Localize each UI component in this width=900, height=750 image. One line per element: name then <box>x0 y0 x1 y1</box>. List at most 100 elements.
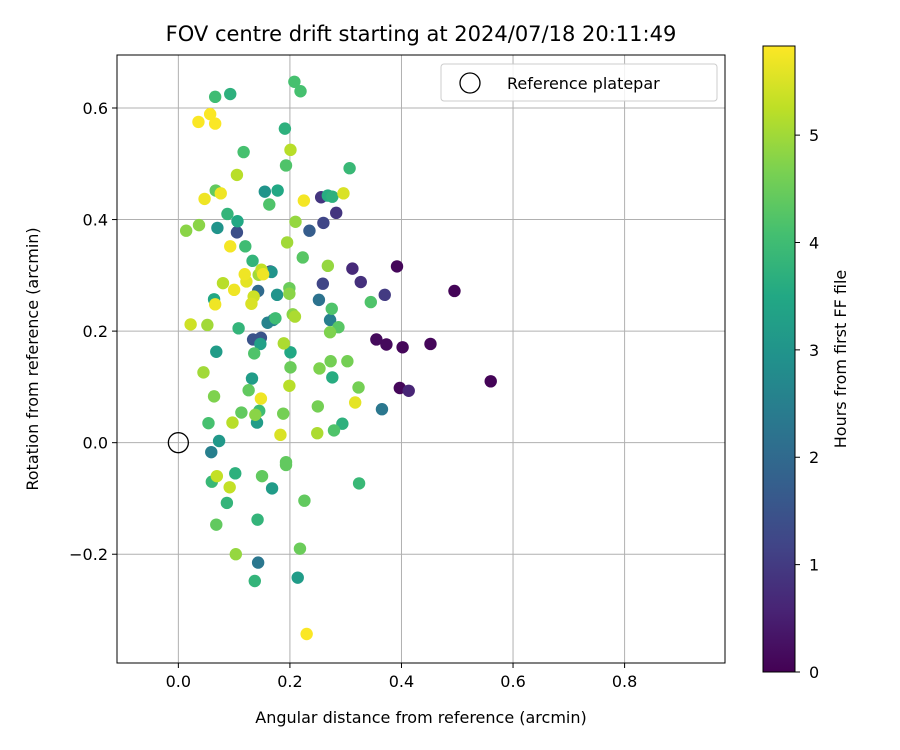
data-point <box>346 262 359 275</box>
data-point <box>212 434 226 448</box>
scatter-points <box>179 75 497 641</box>
data-point <box>375 403 389 416</box>
data-point <box>337 187 350 200</box>
data-point <box>390 260 404 273</box>
data-point <box>210 469 224 483</box>
x-tick-label: 0.8 <box>612 672 637 691</box>
y-tick-label: −0.2 <box>69 545 108 564</box>
colorbar <box>762 45 796 673</box>
x-tick-label: 0.2 <box>277 672 302 691</box>
chart-title: FOV centre drift starting at 2024/07/18 … <box>166 22 677 46</box>
data-point <box>284 346 297 359</box>
data-point <box>231 215 244 228</box>
data-point <box>242 384 255 397</box>
data-point <box>352 477 366 490</box>
data-point <box>207 390 221 403</box>
data-point <box>238 268 251 281</box>
legend-reference-marker <box>459 72 481 94</box>
data-point <box>283 287 296 300</box>
data-point <box>326 371 339 384</box>
data-point <box>294 85 307 98</box>
colorbar-label: Hours from first FF file <box>831 270 850 449</box>
data-point <box>210 518 223 531</box>
data-point <box>284 143 297 157</box>
reference-platepar-marker <box>167 432 190 454</box>
data-point <box>254 337 267 351</box>
data-point <box>271 184 284 197</box>
legend: Reference platepar <box>440 63 718 102</box>
data-point <box>448 284 461 298</box>
data-point <box>311 426 324 440</box>
data-point <box>289 215 302 228</box>
data-point <box>378 288 391 302</box>
data-point <box>202 416 215 430</box>
data-point <box>251 513 264 526</box>
data-point <box>248 574 261 588</box>
data-point <box>263 198 276 211</box>
colorbar-tick-label: 4 <box>809 233 819 252</box>
data-point <box>343 162 356 175</box>
data-point <box>214 187 227 200</box>
data-point <box>296 251 309 264</box>
data-point <box>237 145 250 159</box>
data-point <box>192 218 206 232</box>
x-axis-label: Angular distance from reference (arcmin) <box>255 708 586 727</box>
data-point <box>232 322 245 335</box>
y-tick-label: 0.0 <box>83 434 108 453</box>
data-point <box>327 424 341 437</box>
data-point <box>321 259 335 273</box>
data-point <box>325 302 338 315</box>
data-point <box>208 298 222 311</box>
data-point <box>317 216 330 230</box>
data-point <box>279 458 293 472</box>
data-point <box>297 194 311 207</box>
data-point <box>274 428 287 442</box>
y-axis-label: Rotation from reference (arcmin) <box>23 227 42 490</box>
data-point <box>245 372 259 385</box>
data-point <box>348 396 362 409</box>
data-point <box>278 122 292 135</box>
data-point <box>280 236 294 249</box>
data-point <box>270 288 284 302</box>
data-point <box>352 381 365 394</box>
data-point <box>184 318 197 331</box>
data-point <box>229 467 242 480</box>
colorbar-tick-label: 5 <box>809 126 819 145</box>
data-point <box>316 277 330 290</box>
x-tick-label: 0.4 <box>389 672 414 691</box>
data-point <box>277 407 290 420</box>
data-point <box>380 338 393 351</box>
data-point <box>205 445 218 459</box>
data-point <box>235 406 248 419</box>
data-point <box>283 379 296 392</box>
data-point <box>179 224 193 237</box>
data-point <box>256 268 270 281</box>
colorbar-tick-label: 0 <box>809 663 819 682</box>
data-point <box>208 90 222 104</box>
data-point <box>323 326 337 339</box>
data-point <box>354 275 367 289</box>
plot-frame <box>116 54 726 664</box>
data-point <box>210 345 223 358</box>
data-point <box>198 192 211 206</box>
data-point <box>303 224 316 237</box>
data-point <box>324 355 337 368</box>
colorbar-ticks: 0 1 2 3 4 5 <box>795 126 819 682</box>
data-point <box>326 190 339 203</box>
x-axis-ticks: 0.0 0.2 0.4 0.6 0.8 <box>166 663 637 691</box>
x-tick-label: 0.6 <box>500 672 525 691</box>
data-point <box>370 333 383 346</box>
data-point <box>424 337 437 351</box>
data-point <box>341 355 354 368</box>
grid <box>117 55 725 663</box>
data-point <box>312 293 326 307</box>
colorbar-tick-label: 1 <box>809 556 819 575</box>
data-point <box>284 361 297 374</box>
colorbar-tick-label: 2 <box>809 448 819 467</box>
data-point <box>245 297 258 310</box>
data-point <box>223 481 236 494</box>
data-point <box>288 310 302 323</box>
data-point <box>220 496 234 510</box>
